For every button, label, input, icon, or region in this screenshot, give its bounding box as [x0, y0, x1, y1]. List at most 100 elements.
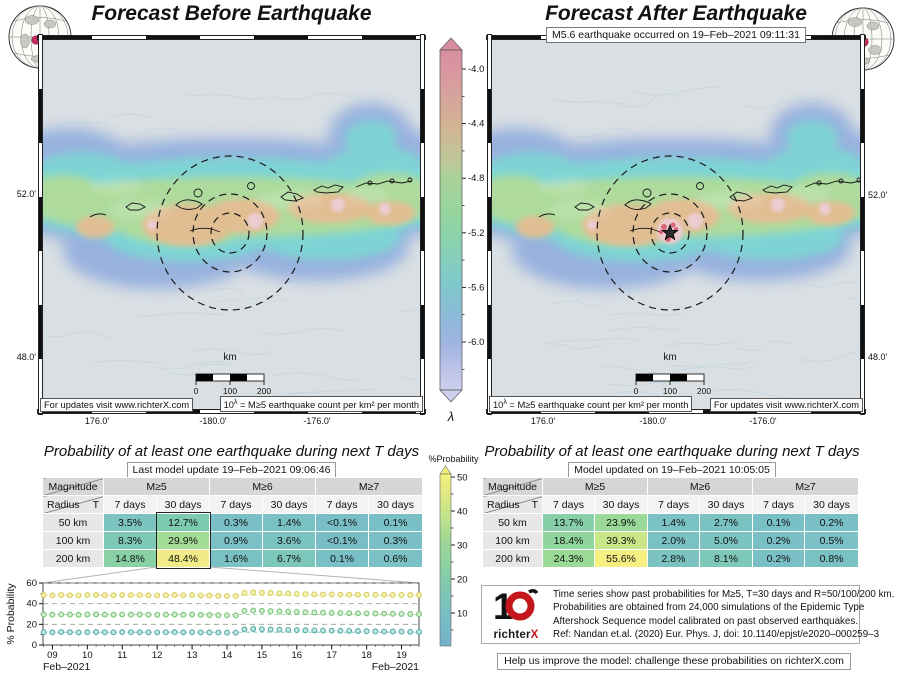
svg-text:17: 17 [326, 650, 337, 661]
radius-label: 50 km [482, 513, 543, 532]
table-row-200-km: 200 km 24.3% 55.6% 2.8% 8.1% 0.2% 0.8% [482, 549, 860, 568]
svg-text:13: 13 [187, 650, 198, 661]
period-header: 30 days [804, 495, 860, 514]
svg-text:40: 40 [26, 599, 37, 610]
svg-text:14: 14 [222, 650, 233, 661]
svg-text:200: 200 [257, 386, 271, 396]
svg-text:20: 20 [457, 575, 468, 586]
aftershock-dots [658, 222, 678, 242]
model-description-line: Time series show past probabilities for … [553, 588, 895, 600]
svg-text:60: 60 [26, 578, 37, 589]
svg-text:-4.8: -4.8 [468, 173, 484, 184]
table-row-200-km: 200 km 14.8% 48.4% 1.6% 6.7% 0.1% 0.6% [42, 549, 424, 568]
coastlines [89, 177, 413, 233]
svg-text:0: 0 [194, 386, 199, 396]
svg-text:km: km [663, 352, 676, 363]
prob-cell-before-r0-c0: 3.5% [103, 513, 157, 532]
richterx-logo-text: richterX [493, 629, 539, 641]
prob-cell-after-r1-c4: 0.2% [752, 531, 806, 550]
period-header: 7 days [209, 495, 264, 514]
prob-cell-before-r1-c0: 8.3% [103, 531, 157, 550]
svg-text:Feb–2021: Feb–2021 [43, 661, 90, 673]
richterx-logo-icon: 1 [493, 586, 539, 627]
radius-label: 100 km [42, 531, 104, 550]
updates-link-text: For updates visit www.richterX.com [44, 400, 190, 410]
map-frame-left [38, 34, 43, 415]
challenge-probabilities-link[interactable]: Help us improve the model: challenge the… [497, 653, 851, 670]
prob-cell-before-r2-c4: 0.1% [315, 549, 370, 568]
period-header: 7 days [647, 495, 701, 514]
prob-cell-before-r1-c3: 3.6% [262, 531, 317, 550]
lon-label: -180.0' [639, 416, 667, 426]
prob-cell-before-r0-c4: <0.1% [315, 513, 370, 532]
rate-band-orange [76, 193, 415, 246]
svg-text:-5.2: -5.2 [468, 228, 484, 239]
mag-group-header: M≥7 [752, 477, 860, 496]
prob-cell-before-r1-c2: 0.9% [209, 531, 264, 550]
mag-group-header: M≥6 [209, 477, 317, 496]
lon-label: -176.0' [749, 416, 777, 426]
svg-text:-5.6: -5.6 [468, 282, 484, 293]
svg-text:0: 0 [634, 386, 639, 396]
prob-cell-after-r1-c0: 18.4% [542, 531, 595, 550]
epicenter-star [661, 223, 679, 241]
prob-cell-after-r0-c1: 23.9% [593, 513, 649, 532]
svg-text:km: km [223, 352, 236, 363]
svg-text:30: 30 [457, 541, 468, 552]
lat-label: 52.0' [868, 190, 888, 200]
prob-cell-before-r1-c1: 29.9% [155, 531, 211, 550]
map-after: km 0 100 200 10λ = M≥5 earthquake count … [486, 34, 866, 415]
lon-label: -180.0' [199, 416, 227, 426]
prob-cell-before-r0-c2: 0.3% [209, 513, 264, 532]
lat-label: 48.0' [16, 352, 36, 362]
svg-text:12: 12 [152, 650, 163, 661]
prob-cell-after-r1-c5: 0.5% [804, 531, 860, 550]
period-header: 30 days [262, 495, 317, 514]
svg-text:0: 0 [32, 640, 37, 651]
prob-cell-after-r2-c5: 0.8% [804, 549, 860, 568]
prob-cell-before-r2-c3: 6.7% [262, 549, 317, 568]
period-header: 7 days [752, 495, 806, 514]
model-description-line: Probabilities are obtained from 24,000 s… [553, 602, 865, 614]
period-header: 7 days [103, 495, 157, 514]
probability-time-series-chart: 09 10 11 12 13 14 15 16 17 18 19 0 20 40 60 % Probabili… [5, 566, 422, 673]
lat-label: 48.0' [868, 352, 888, 362]
map-frame-top [37, 35, 426, 40]
updates-link-note[interactable]: For updates visit www.richterX.com [709, 398, 863, 412]
radius-label: 100 km [482, 531, 543, 550]
prob-cell-after-r0-c5: 0.2% [804, 513, 860, 532]
svg-text:50: 50 [457, 473, 468, 484]
model-update-time-left: Last model update 19–Feb–2021 09:06:46 [126, 462, 337, 478]
series-markers-1 [40, 607, 422, 619]
model-description-line: Aftershock Sequence model calibrated on … [553, 615, 858, 627]
radius-label: 200 km [42, 549, 104, 568]
svg-text:15: 15 [257, 650, 268, 661]
rate-spots-pink [147, 198, 391, 230]
table-row-100-km: 100 km 18.4% 39.3% 2.0% 5.0% 0.2% 0.5% [482, 531, 860, 550]
svg-text:10: 10 [82, 650, 93, 661]
probability-colorbar: %Probability 50 40 30 20 10 [428, 454, 479, 647]
prob-section-title-left: Probability of at least one earthquake d… [43, 443, 420, 460]
period-header: 7 days [542, 495, 595, 514]
probability-table-before: Magnitude M≥5 M≥6 M≥7 Radius T 7 days 30 … [42, 477, 424, 568]
prob-cell-after-r1-c1: 39.3% [593, 531, 649, 550]
lon-label: -176.0' [303, 416, 331, 426]
corner-radius-T: Radius T [42, 495, 104, 514]
period-header: 30 days [699, 495, 754, 514]
svg-text:11: 11 [117, 650, 127, 661]
title-after: Forecast After Earthquake [545, 2, 807, 25]
svg-text:18: 18 [361, 650, 372, 661]
svg-text:λ: λ [447, 409, 454, 424]
mag-group-header: M≥5 [102, 477, 211, 496]
svg-text:%Probability: %Probability [428, 454, 479, 464]
svg-text:% Probability: % Probability [5, 583, 17, 645]
radius-circles [596, 155, 744, 311]
table-row-50-km: 50 km 3.5% 12.7% 0.3% 1.4% <0.1% 0.1% [42, 513, 424, 532]
mag-group-header: M≥5 [541, 477, 649, 496]
prob-cell-after-r0-c2: 1.4% [647, 513, 701, 532]
prob-cell-after-r2-c1: 55.6% [593, 549, 649, 568]
model-update-time-right: Model updated on 19–Feb–2021 10:05:05 [568, 462, 776, 478]
prob-cell-before-r2-c0: 14.8% [103, 549, 157, 568]
svg-text:100: 100 [223, 386, 237, 396]
updates-link-note[interactable]: For updates visit www.richterX.com [40, 398, 194, 412]
